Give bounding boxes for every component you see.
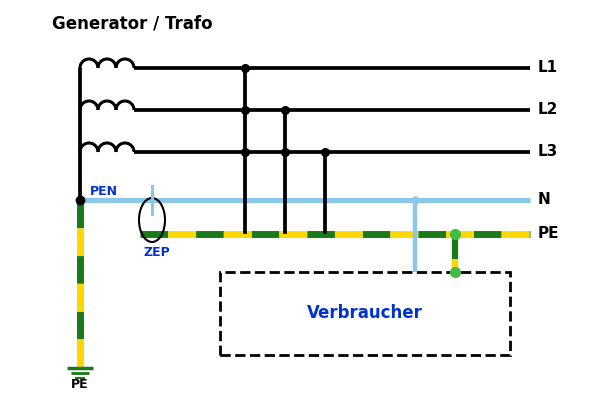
Text: ZEP: ZEP [144,246,171,259]
Text: PE: PE [538,227,559,241]
Text: Generator / Trafo: Generator / Trafo [52,15,213,33]
Text: Verbraucher: Verbraucher [307,304,423,322]
Text: L3: L3 [538,144,558,160]
Text: L1: L1 [538,61,558,76]
Text: L2: L2 [538,103,558,118]
Text: PEN: PEN [90,185,118,198]
Text: N: N [538,193,551,208]
Text: PE: PE [71,378,89,391]
